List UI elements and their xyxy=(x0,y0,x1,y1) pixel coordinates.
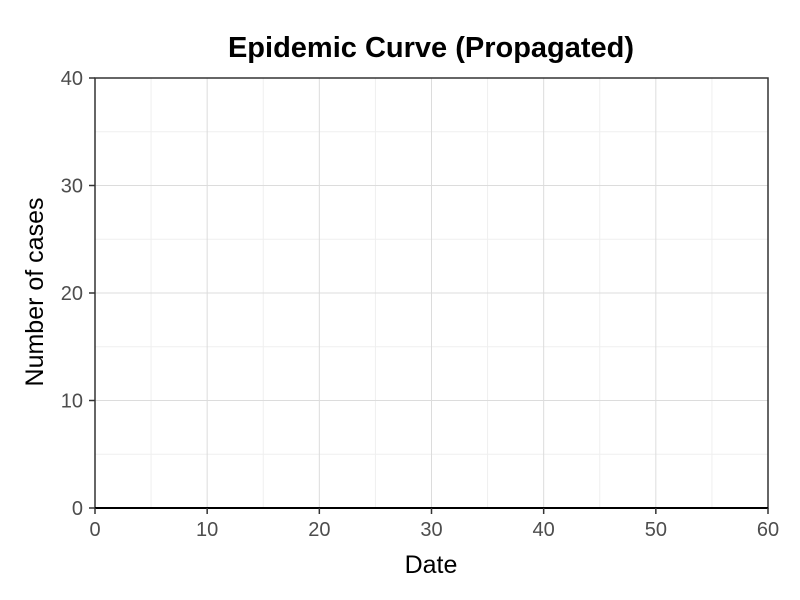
y-axis-ticks: 0 10 20 30 40 xyxy=(61,68,95,520)
y-tick-label: 30 xyxy=(61,176,83,198)
y-tick-label: 40 xyxy=(61,68,83,90)
major-gridlines xyxy=(94,77,769,509)
x-tick-label: 0 xyxy=(89,519,100,541)
y-tick-label: 20 xyxy=(61,283,83,305)
x-tick-label: 10 xyxy=(196,519,218,541)
y-axis-title: Number of cases xyxy=(21,198,49,387)
x-tick-label: 20 xyxy=(308,519,330,541)
x-axis-ticks: 0 10 20 30 40 50 60 xyxy=(89,508,779,541)
chart-title: Epidemic Curve (Propagated) xyxy=(228,32,634,64)
x-tick-label: 50 xyxy=(645,519,667,541)
x-tick-label: 30 xyxy=(420,519,442,541)
x-axis-title: Date xyxy=(405,551,458,579)
x-tick-label: 60 xyxy=(757,519,779,541)
x-tick-label: 40 xyxy=(533,519,555,541)
y-tick-label: 0 xyxy=(72,498,83,520)
y-tick-label: 10 xyxy=(61,391,83,413)
